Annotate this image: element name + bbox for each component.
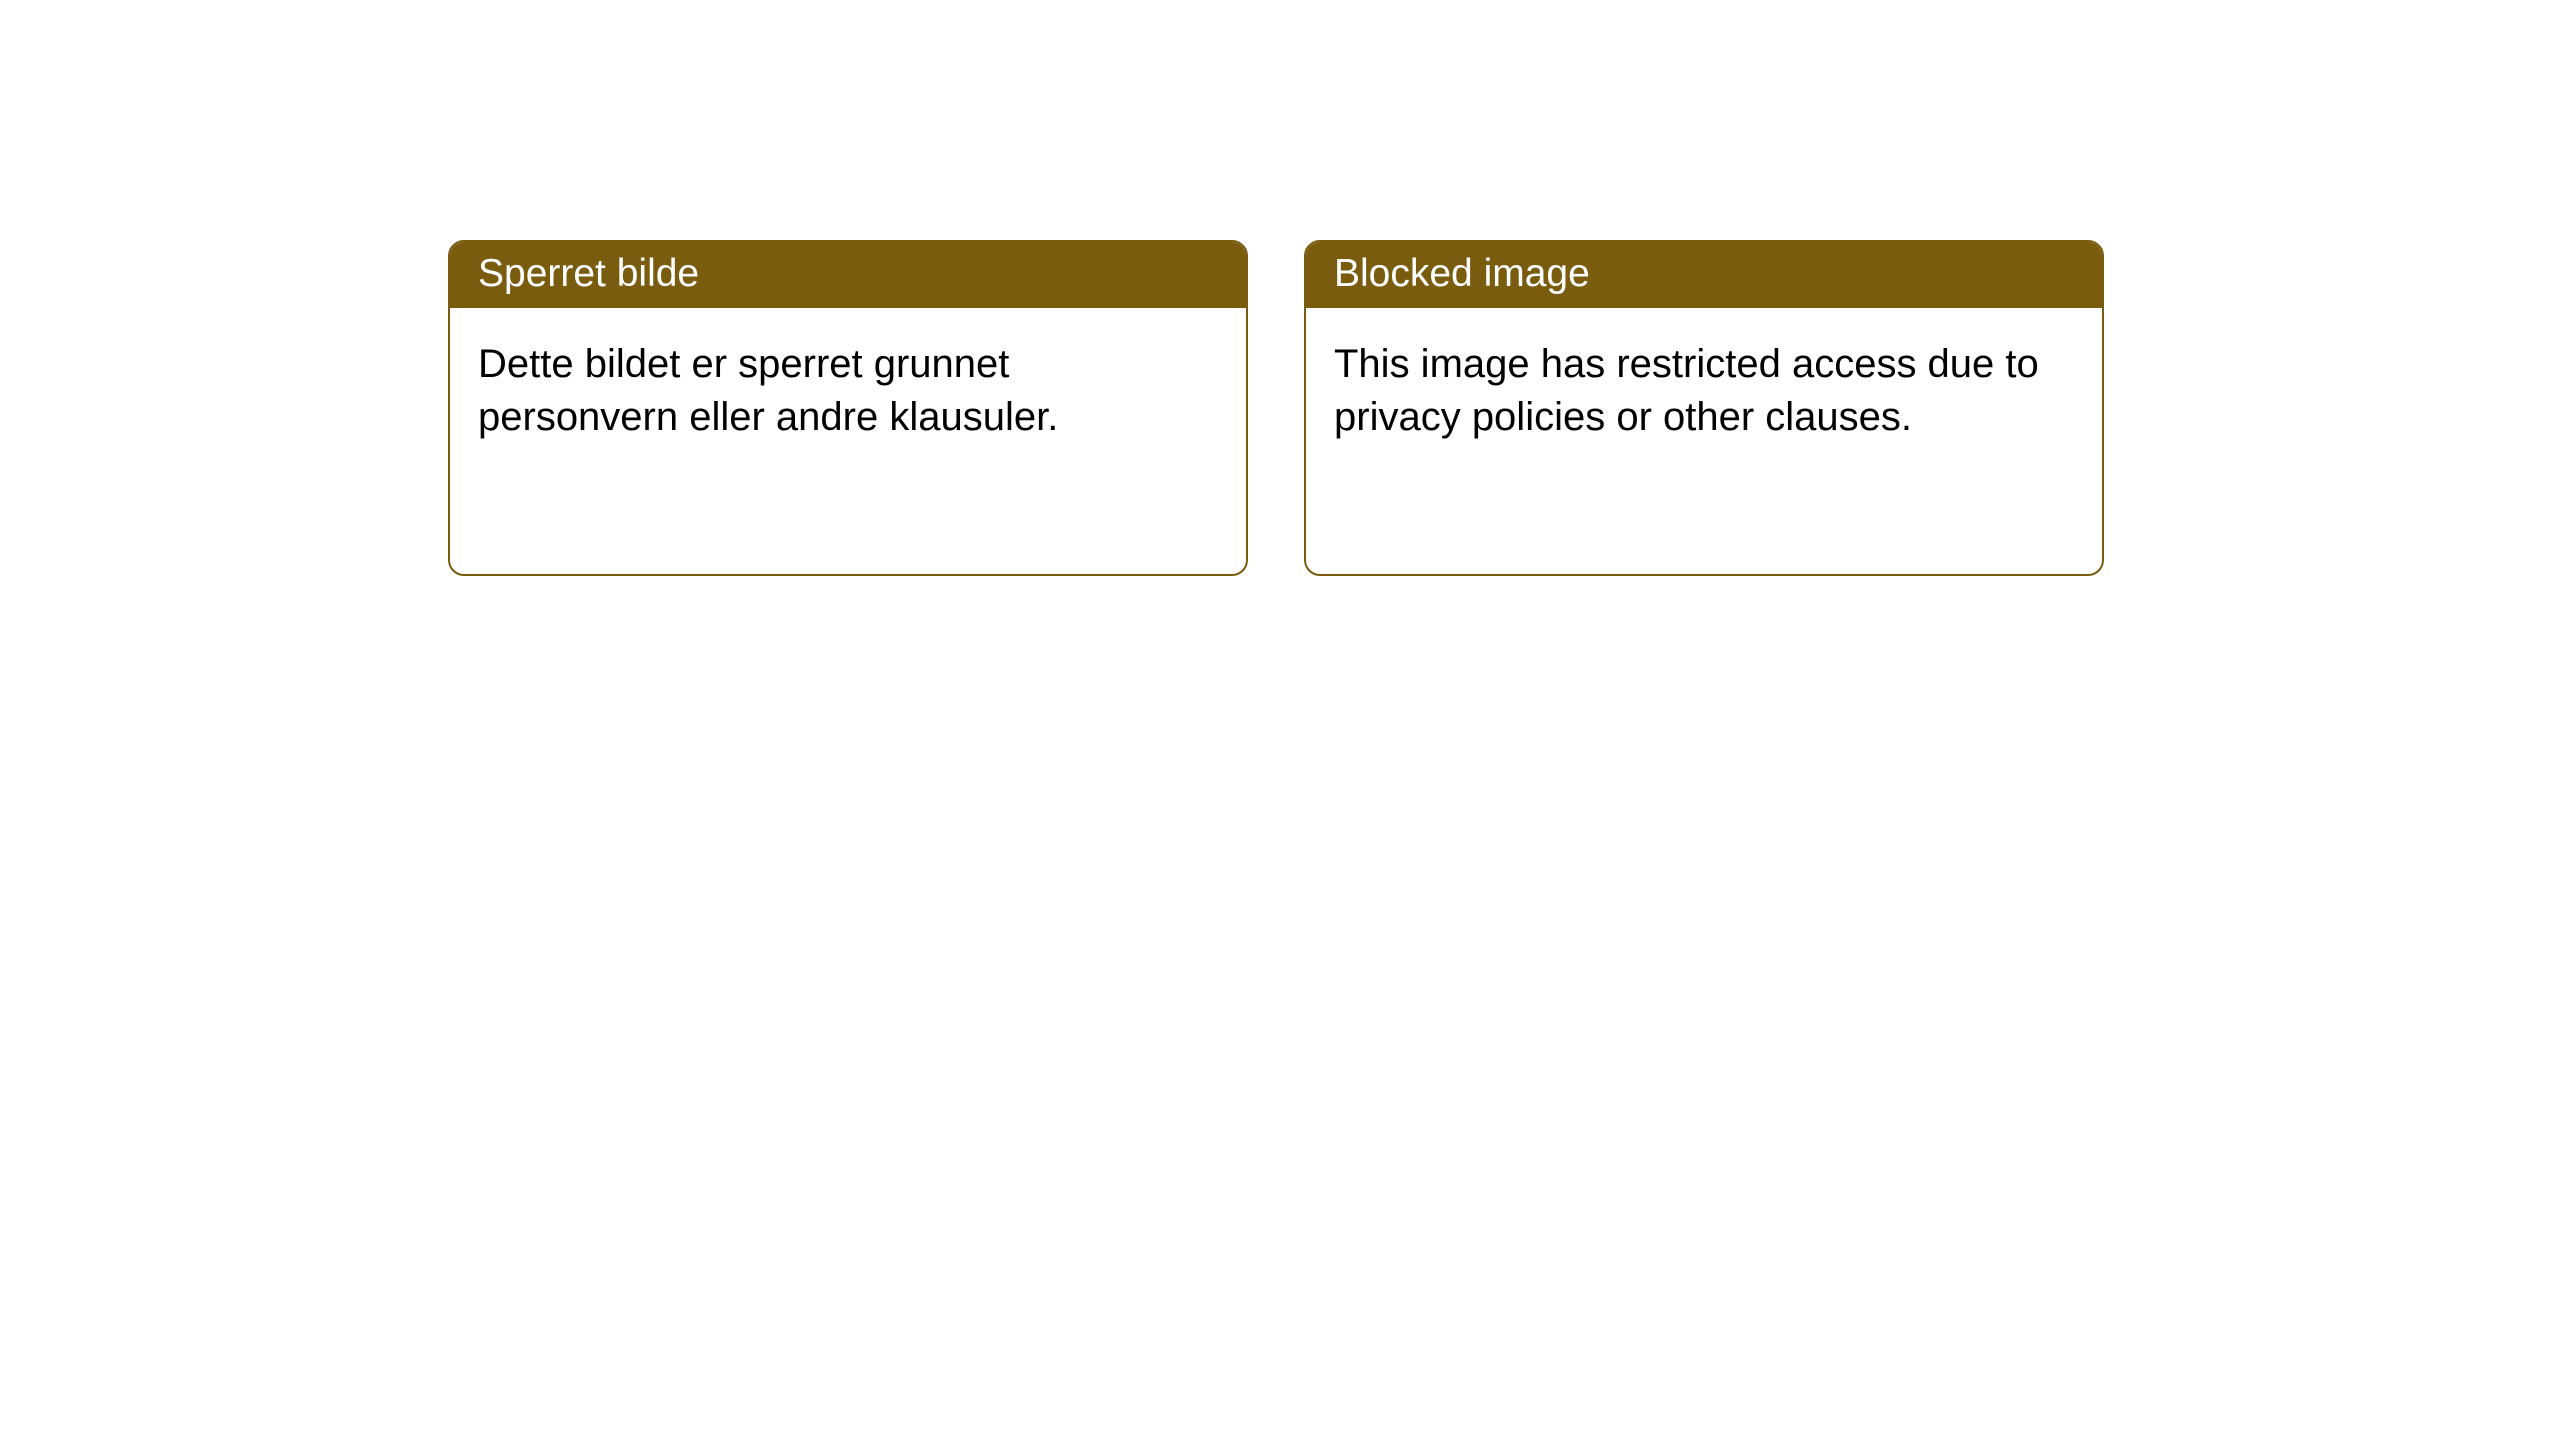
notice-body: Dette bildet er sperret grunnet personve… (450, 308, 1246, 474)
notice-card-english: Blocked image This image has restricted … (1304, 240, 2104, 576)
notice-header: Sperret bilde (450, 242, 1246, 308)
notice-header: Blocked image (1306, 242, 2102, 308)
notice-card-norwegian: Sperret bilde Dette bildet er sperret gr… (448, 240, 1248, 576)
notice-container: Sperret bilde Dette bildet er sperret gr… (448, 240, 2104, 576)
notice-body: This image has restricted access due to … (1306, 308, 2102, 474)
